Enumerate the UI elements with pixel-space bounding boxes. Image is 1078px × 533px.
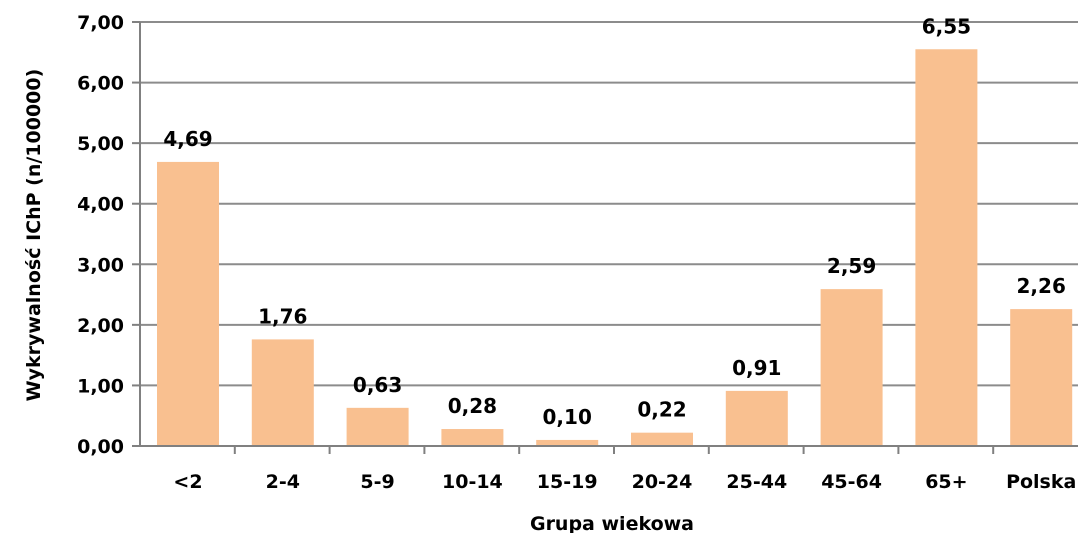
x-tick-label: <2: [173, 471, 202, 493]
x-tick-label: 2-4: [266, 471, 300, 493]
bar: [251, 339, 314, 446]
y-tick-label: 2,00: [77, 315, 124, 337]
x-tick-label: 5-9: [360, 471, 394, 493]
data-label: 4,69: [163, 127, 212, 151]
x-axis-title: Grupa wiekowa: [530, 513, 694, 533]
x-tick-label: 65+: [925, 471, 967, 493]
data-label: 1,76: [258, 304, 307, 328]
x-tick-label: 20-24: [632, 471, 693, 493]
data-label: 0,91: [732, 356, 781, 380]
bar: [1010, 309, 1073, 446]
bar: [725, 390, 788, 446]
y-axis-title: Wykrywalność IChP (n/100000): [23, 69, 45, 402]
data-labels: 4,69 1,76 0,63 0,28 0,10 0,22 0,91 2,59 6,55 2,26: [163, 14, 1066, 429]
bar: [820, 289, 883, 446]
y-tick-labels: 0,00 1,00 2,00 3,00 4,00 5,00 6,00 7,00: [77, 12, 124, 458]
y-tick-label: 4,00: [77, 194, 124, 216]
y-tick-label: 1,00: [77, 375, 124, 397]
data-label: 0,22: [637, 398, 686, 422]
bar: [536, 439, 599, 446]
x-tick-label: 15-19: [537, 471, 598, 493]
y-tick-label: 5,00: [77, 133, 124, 155]
x-tick-label: 25-44: [726, 471, 787, 493]
bar: [441, 429, 504, 446]
x-tick-labels: <2 2-4 5-9 10-14 15-19 20-24 25-44 45-64 65+ Pols…: [173, 471, 1076, 493]
data-label: 2,26: [1017, 274, 1066, 298]
x-tick-label: Polska: [1006, 471, 1076, 493]
data-label: 2,59: [827, 254, 876, 278]
data-label: 0,28: [448, 394, 497, 418]
bar: [631, 432, 693, 446]
bars: [157, 49, 1073, 447]
data-label: 0,10: [543, 405, 592, 429]
axes: [132, 21, 1078, 454]
y-tick-label: 6,00: [77, 73, 124, 95]
y-tick-label: 0,00: [77, 436, 124, 458]
bar: [915, 49, 978, 446]
y-tick-label: 7,00: [77, 12, 124, 34]
bar: [346, 407, 409, 446]
gridlines: [140, 21, 1078, 387]
data-label: 6,55: [922, 14, 971, 38]
x-tick-label: 10-14: [442, 471, 503, 493]
data-label: 0,63: [353, 373, 402, 397]
x-tick-label: 45-64: [821, 471, 882, 493]
bar: [157, 161, 219, 447]
y-tick-label: 3,00: [77, 254, 124, 276]
